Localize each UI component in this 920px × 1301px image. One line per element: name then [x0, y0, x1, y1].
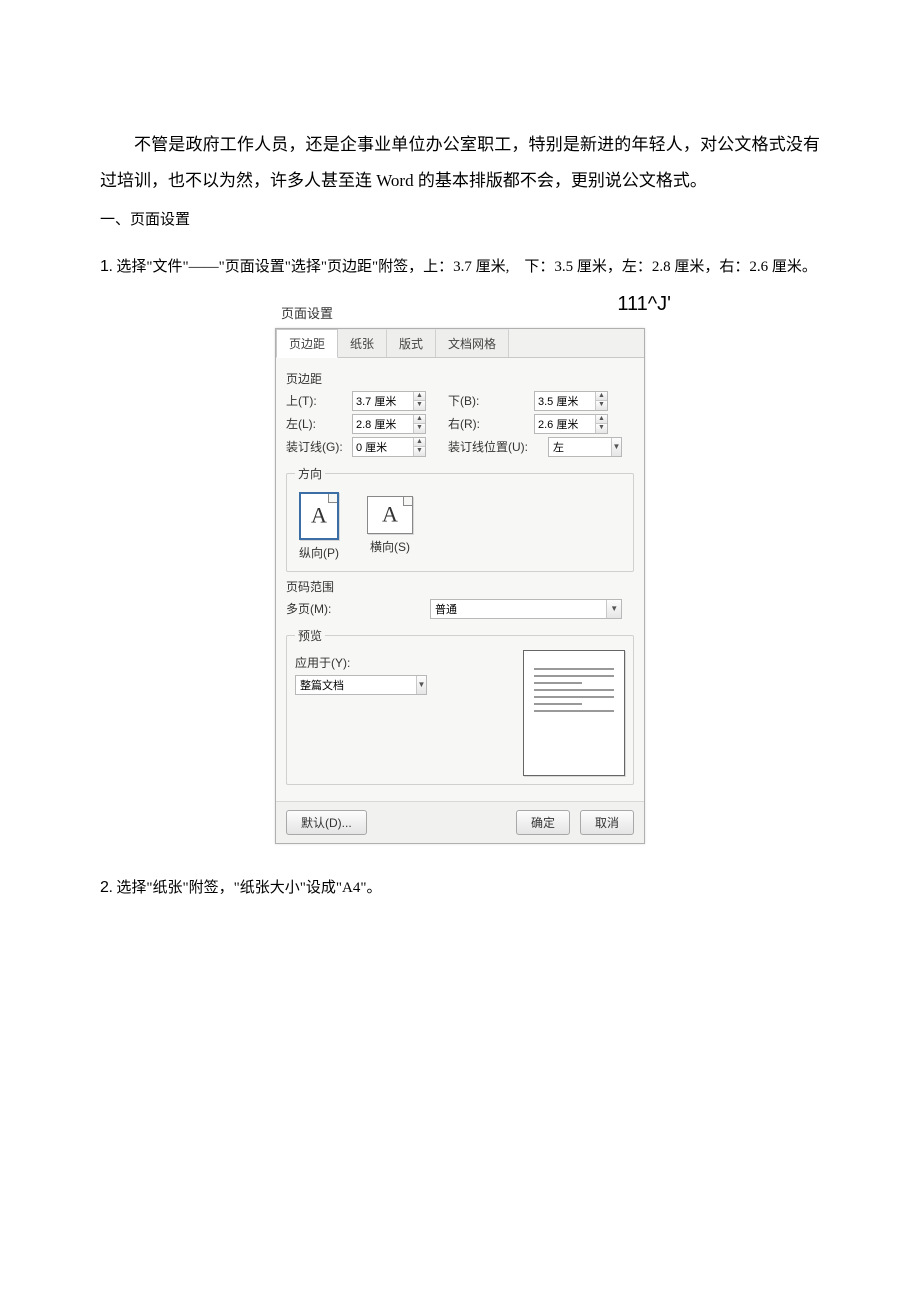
row-multipage: 多页(M): ▼ [286, 599, 634, 619]
dialog-tabs: 页边距 纸张 版式 文档网格 [276, 329, 644, 358]
orientation-landscape[interactable]: 横向(S) [367, 492, 413, 561]
select-multipage[interactable]: ▼ [430, 599, 622, 619]
preview-group: 预览 应用于(Y): ▼ [286, 627, 634, 785]
spin-down-icon[interactable]: ▼ [414, 401, 425, 410]
tab-paper[interactable]: 纸张 [338, 329, 387, 357]
input-right[interactable] [535, 415, 595, 433]
intro-paragraph: 不管是政府工作人员，还是企事业单位办公室职工，特别是新进的年轻人，对公文格式没有… [100, 127, 820, 198]
tab-layout[interactable]: 版式 [387, 329, 436, 357]
pages-group-label: 页码范围 [286, 578, 634, 595]
step-2: 2. 选择"纸张"附签，"纸张大小"设成"A4"。 [100, 874, 820, 902]
dialog-footer: 默认(D)... 确定 取消 [276, 801, 644, 843]
landscape-label: 横向(S) [367, 538, 413, 555]
spinner-right[interactable]: ▲▼ [534, 414, 608, 434]
corner-annotation: 111^J' [617, 293, 671, 316]
input-bottom[interactable] [535, 392, 595, 410]
dialog-title: 页面设置 [275, 299, 645, 328]
spin-down-icon[interactable]: ▼ [596, 424, 607, 433]
section-heading-1: 一、页面设置 [100, 208, 820, 229]
step-number: 2 [100, 879, 109, 896]
spin-up-icon[interactable]: ▲ [596, 415, 607, 425]
select-apply-to[interactable]: ▼ [295, 675, 427, 695]
spinner-bottom[interactable]: ▲▼ [534, 391, 608, 411]
step-text: . 选择"纸张"附签，"纸张大小"设成"A4"。 [109, 880, 382, 896]
landscape-icon [367, 496, 413, 534]
label-gutter-pos: 装订线位置(U): [430, 438, 544, 455]
document-page: 不管是政府工作人员，还是企事业单位办公室职工，特别是新进的年轻人，对公文格式没有… [0, 0, 920, 901]
spin-up-icon[interactable]: ▲ [414, 415, 425, 425]
spinner-gutter[interactable]: ▲▼ [352, 437, 426, 457]
ok-button[interactable]: 确定 [516, 810, 570, 835]
tab-grid[interactable]: 文档网格 [436, 329, 509, 357]
orientation-group: 方向 纵向(P) 横向(S) [286, 465, 634, 572]
label-right: 右(R): [430, 415, 530, 432]
page-setup-dialog: 页边距 纸张 版式 文档网格 页边距 上(T): ▲▼ 下(B): ▲▼ [275, 328, 645, 844]
input-apply-to[interactable] [296, 679, 416, 691]
step-text: . 选择"文件"——"页面设置"选择"页边距"附签，上：3.7 厘米, 下：3.… [109, 259, 817, 275]
chevron-down-icon[interactable]: ▼ [416, 676, 426, 694]
spin-up-icon[interactable]: ▲ [414, 438, 425, 448]
row-left-right: 左(L): ▲▼ 右(R): ▲▼ [286, 414, 634, 434]
select-gutter-pos[interactable]: ▼ [548, 437, 622, 457]
input-top[interactable] [353, 392, 413, 410]
spin-down-icon[interactable]: ▼ [414, 447, 425, 456]
portrait-label: 纵向(P) [299, 544, 339, 561]
margins-group-label: 页边距 [286, 370, 634, 387]
label-left: 左(L): [286, 415, 348, 432]
chevron-down-icon[interactable]: ▼ [606, 600, 621, 618]
preview-page-icon [523, 650, 625, 776]
spin-down-icon[interactable]: ▼ [596, 401, 607, 410]
spin-down-icon[interactable]: ▼ [414, 424, 425, 433]
step-1: 1. 选择"文件"——"页面设置"选择"页边距"附签，上：3.7 厘米, 下：3… [100, 253, 820, 281]
orientation-portrait[interactable]: 纵向(P) [299, 492, 339, 561]
input-gutter-pos[interactable] [549, 441, 611, 453]
spinner-top[interactable]: ▲▼ [352, 391, 426, 411]
chevron-down-icon[interactable]: ▼ [611, 438, 621, 456]
default-button[interactable]: 默认(D)... [286, 810, 367, 835]
portrait-icon [299, 492, 339, 540]
row-gutter: 装订线(G): ▲▼ 装订线位置(U): ▼ [286, 437, 634, 457]
row-top-bottom: 上(T): ▲▼ 下(B): ▲▼ [286, 391, 634, 411]
orientation-legend: 方向 [295, 465, 325, 482]
cancel-button[interactable]: 取消 [580, 810, 634, 835]
tab-margins[interactable]: 页边距 [276, 329, 338, 358]
spinner-left[interactable]: ▲▼ [352, 414, 426, 434]
spin-up-icon[interactable]: ▲ [596, 392, 607, 402]
input-left[interactable] [353, 415, 413, 433]
spin-up-icon[interactable]: ▲ [414, 392, 425, 402]
label-top: 上(T): [286, 392, 348, 409]
input-gutter[interactable] [353, 438, 413, 456]
preview-legend: 预览 [295, 627, 325, 644]
label-multipage: 多页(M): [286, 600, 348, 617]
dialog-container: 111^J' 页面设置 页边距 纸张 版式 文档网格 页边距 上(T): ▲▼ … [275, 299, 645, 844]
step-number: 1 [100, 258, 109, 275]
input-multipage[interactable] [431, 603, 606, 615]
apply-to-label: 应用于(Y): [295, 654, 503, 671]
label-bottom: 下(B): [430, 392, 530, 409]
dialog-body: 页边距 上(T): ▲▼ 下(B): ▲▼ 左(L): [276, 358, 644, 801]
label-gutter: 装订线(G): [286, 438, 348, 455]
